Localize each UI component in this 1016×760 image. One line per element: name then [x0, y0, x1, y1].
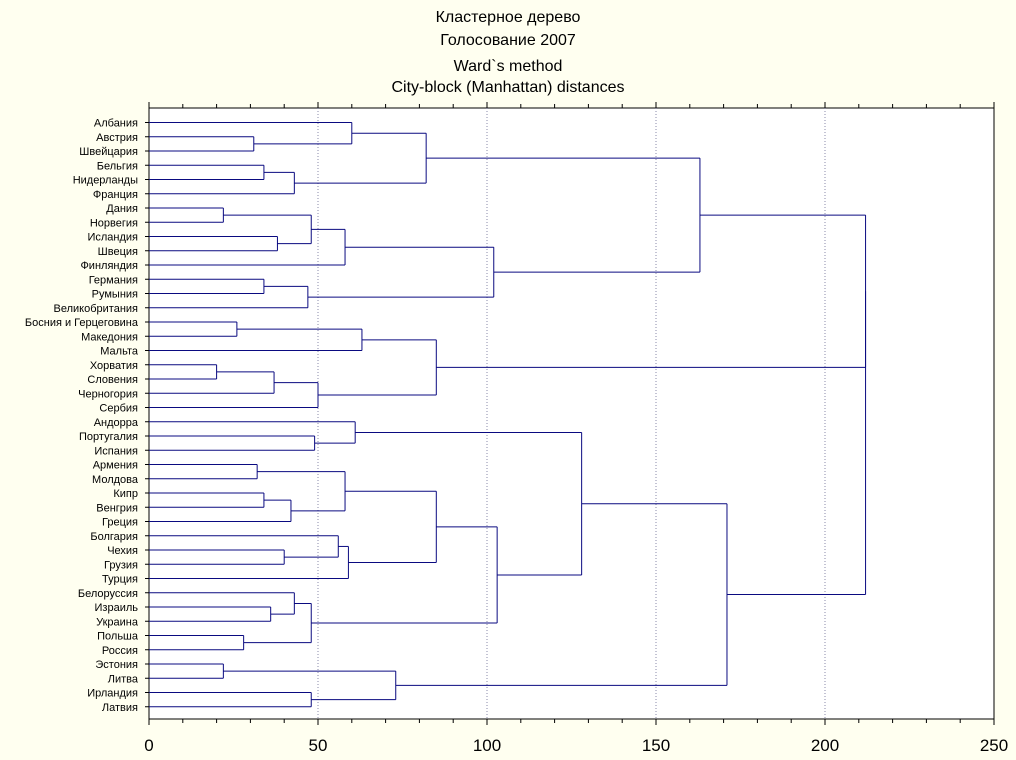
leaf-label: Бельгия: [97, 160, 138, 172]
leaf-label: Швеция: [98, 246, 138, 258]
leaf-label: Нидерланды: [73, 175, 138, 187]
leaf-label: Черногория: [78, 388, 138, 400]
leaf-label: Молдова: [92, 474, 139, 486]
leaf-label: Литва: [108, 673, 139, 685]
plot-area: [148, 107, 995, 720]
leaf-label: Ирландия: [87, 688, 138, 700]
leaf-label: Кипр: [113, 488, 138, 500]
leaf-label: Латвия: [102, 702, 138, 714]
leaf-label: Венгрия: [96, 502, 138, 514]
leaf-label: Словения: [87, 374, 138, 386]
distance-label: City-block (Manhattan) distances: [391, 79, 625, 96]
leaf-label: Великобритания: [54, 303, 139, 315]
leaf-label: Швейцария: [79, 146, 138, 158]
x-tick-label: 200: [811, 736, 839, 755]
chart-subtitle: Голосование 2007: [440, 32, 576, 49]
leaf-label: Греция: [102, 517, 138, 529]
x-tick-label: 0: [144, 736, 153, 755]
x-tick-label: 100: [473, 736, 501, 755]
leaf-label: Россия: [102, 645, 138, 657]
leaf-label: Босния и Герцеговина: [25, 317, 139, 329]
leaf-label: Норвегия: [90, 217, 138, 229]
x-tick-label: 250: [980, 736, 1008, 755]
leaf-label: Хорватия: [90, 360, 138, 372]
leaf-label: Финляндия: [80, 260, 138, 272]
leaf-label: Болгария: [90, 531, 138, 543]
leaf-label: Мальта: [100, 346, 139, 358]
leaf-label: Румыния: [92, 289, 138, 301]
leaf-label: Албания: [94, 118, 138, 130]
leaf-label: Грузия: [104, 559, 138, 571]
leaf-label: Португалия: [79, 431, 138, 443]
leaf-label: Израиль: [95, 602, 139, 614]
leaf-label: Турция: [102, 574, 138, 586]
chart-title: Кластерное дерево: [435, 9, 581, 26]
leaf-label: Испания: [94, 445, 138, 457]
leaf-label: Германия: [89, 274, 138, 286]
leaf-label: Эстония: [95, 659, 138, 671]
method-label: Ward`s method: [453, 58, 563, 75]
leaf-label: Украина: [96, 616, 139, 628]
leaf-label: Сербия: [99, 403, 138, 415]
leaf-label: Андорра: [94, 417, 139, 429]
leaf-label: Исландия: [87, 232, 138, 244]
leaf-label: Армения: [93, 460, 138, 472]
x-tick-label: 50: [309, 736, 328, 755]
leaf-label: Польша: [97, 631, 139, 643]
leaf-label: Македония: [81, 331, 138, 343]
leaf-label: Чехия: [107, 545, 138, 557]
leaf-label: Франция: [93, 189, 138, 201]
leaf-label: Дания: [106, 203, 138, 215]
leaf-label: Австрия: [96, 132, 138, 144]
x-tick-label: 150: [642, 736, 670, 755]
leaf-label: Белоруссия: [78, 588, 138, 600]
